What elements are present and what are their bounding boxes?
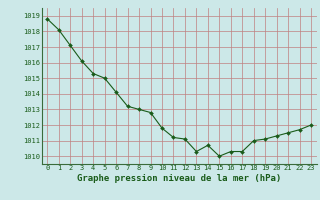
X-axis label: Graphe pression niveau de la mer (hPa): Graphe pression niveau de la mer (hPa) — [77, 174, 281, 183]
